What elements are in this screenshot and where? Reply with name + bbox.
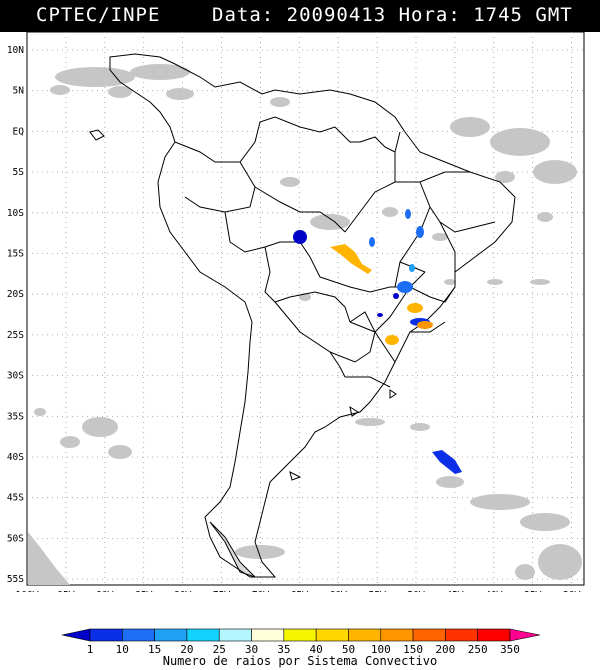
- map-frame: [26, 32, 585, 586]
- legend-tick-label: 350: [500, 643, 520, 655]
- lat-label: 20S: [7, 289, 24, 300]
- lon-label: 55W: [369, 590, 386, 592]
- color-legend: 1 10 15 20 25 30 35 40 50 100 150 200 250 350: [61, 628, 541, 655]
- legend-swatch: [154, 628, 188, 642]
- legend-swatch: [380, 628, 414, 642]
- lat-label: 40S: [7, 452, 24, 463]
- lon-label: 60W: [330, 590, 347, 592]
- legend-tick-label: 10: [116, 643, 129, 655]
- legend-swatch: [477, 628, 511, 642]
- legend-tick-label: 1: [87, 643, 94, 655]
- legend-tick-label: 30: [245, 643, 258, 655]
- legend-tick-label: 150: [403, 643, 423, 655]
- gridlines: [27, 32, 584, 585]
- legend-arrow-high: [509, 628, 541, 642]
- legend-swatch: [315, 628, 349, 642]
- longitude-labels: 100W 95W 90W 85W 80W 75W 70W 65W 60W 55W 50W 45W 40W…: [16, 590, 581, 592]
- lat-label: 45S: [7, 493, 24, 504]
- source-label: CPTEC/INPE: [36, 4, 161, 26]
- cloud-cover: [28, 64, 582, 585]
- legend-tick-label: 20: [180, 643, 193, 655]
- lat-label: EQ: [13, 126, 25, 137]
- latitude-labels: 10N 5N EQ 5S 10S 15S 20S 25S 30S 35S 40S 45S 50S 55S: [7, 45, 24, 585]
- legend-swatch: [218, 628, 252, 642]
- legend-tick-label: 25: [213, 643, 226, 655]
- lat-label: 15S: [7, 249, 24, 260]
- lon-label: 35W: [524, 590, 541, 592]
- lon-label: 40W: [485, 590, 502, 592]
- lon-label: 80W: [174, 590, 191, 592]
- legend-tick-label: 15: [148, 643, 161, 655]
- lon-label: 75W: [213, 590, 230, 592]
- legend-swatch: [348, 628, 382, 642]
- legend-tick-label: 35: [277, 643, 290, 655]
- coastlines: [109, 53, 516, 578]
- lat-label: 5N: [13, 86, 25, 97]
- legend-swatch: [283, 628, 317, 642]
- legend-tick-label: 40: [310, 643, 323, 655]
- header-bar: CPTEC/INPE Data: 20090413 Hora: 1745 GMT: [0, 0, 600, 32]
- lon-label: 50W: [407, 590, 424, 592]
- legend-tick-label: 200: [435, 643, 455, 655]
- legend-swatch: [122, 628, 155, 642]
- datetime-label: Data: 20090413 Hora: 1745 GMT: [212, 4, 573, 26]
- lat-label: 50S: [7, 533, 24, 544]
- lat-label: 10S: [7, 208, 24, 219]
- lat-label: 55S: [7, 574, 24, 585]
- lon-label: 85W: [135, 590, 152, 592]
- lon-label: 100W: [16, 590, 39, 592]
- lat-label: 25S: [7, 330, 24, 341]
- islands: [89, 129, 397, 578]
- lon-label: 65W: [291, 590, 308, 592]
- legend-swatch: [251, 628, 285, 642]
- lon-label: 90W: [96, 590, 113, 592]
- lat-label: 35S: [7, 411, 24, 422]
- legend-tick-label: 50: [342, 643, 355, 655]
- legend-arrow-low: [61, 628, 91, 642]
- legend-title: Numero de raios por Sistema Convectivo: [162, 654, 438, 668]
- legend-swatch: [89, 628, 123, 642]
- lat-label: 10N: [7, 45, 24, 56]
- legend-swatch: [186, 628, 220, 642]
- legend-swatch: [445, 628, 478, 642]
- legend-tick-label: 100: [371, 643, 391, 655]
- lat-label: 5S: [13, 167, 25, 178]
- legend-tick-label: 250: [468, 643, 488, 655]
- lon-label: 45W: [446, 590, 463, 592]
- map-canvas: 10N5NEQ5S10S15S20S25S30S35S40S45S50S55S …: [7, 32, 585, 592]
- convective-systems: [293, 209, 462, 474]
- lat-label: 30S: [7, 371, 24, 382]
- lon-label: 70W: [252, 590, 269, 592]
- legend-swatch: [412, 628, 446, 642]
- lon-label: 30W: [563, 590, 580, 592]
- lon-label: 95W: [57, 590, 74, 592]
